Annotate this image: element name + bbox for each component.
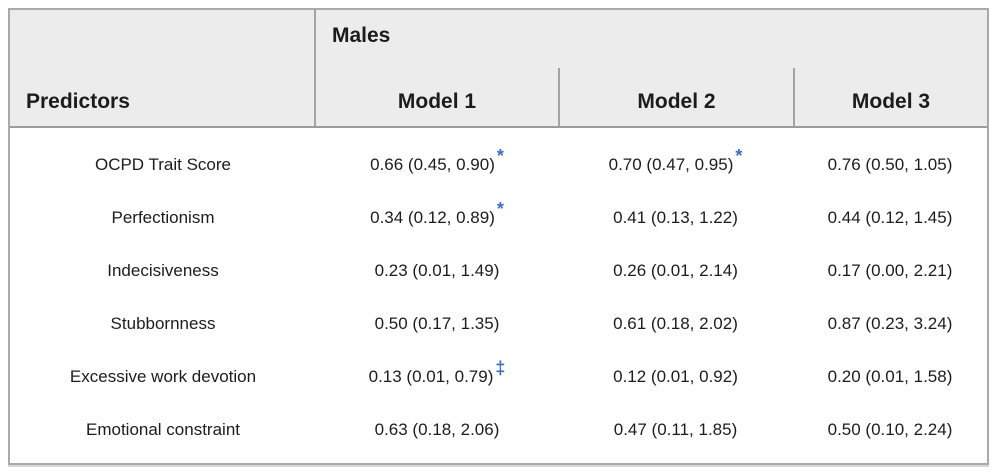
estimate-value: 0.50 (0.10, 2.24) [827,419,953,439]
predictor-label: Indecisiveness [107,260,219,280]
value-cell: 0.20 (0.01, 1.58) [793,367,987,387]
estimate-value: 0.44 (0.12, 1.45) [827,207,953,227]
value-cell: 0.50 (0.10, 2.24) [793,420,987,440]
model-1-header-label: Model 1 [397,90,477,113]
value-cell: 0.34 (0.12, 0.89) * [316,199,558,228]
predictor-label: Perfectionism [111,207,215,227]
results-table: Predictors Males Model 1 Model 2 Model 3… [8,8,989,465]
estimate-value: 0.17 (0.00, 2.21) [827,260,953,280]
estimate-value: 0.20 (0.01, 1.58) [827,366,953,386]
estimate-value: 0.47 (0.11, 1.85) [613,419,738,439]
value-cell: 0.61 (0.18, 2.02) [558,314,793,334]
estimate-value: 0.50 (0.17, 1.35) [374,313,500,333]
significance-marker: * [496,199,504,219]
value-cell: 0.76 (0.50, 1.05) [793,155,987,175]
estimate-value: 0.87 (0.23, 3.24) [827,313,953,333]
predictor-label: Emotional constraint [85,419,241,439]
estimate-value: 0.23 (0.01, 1.49) [374,260,500,280]
value-cell: 0.12 (0.01, 0.92) [558,367,793,387]
value-cell: 0.66 (0.45, 0.90) * [316,146,558,175]
value-cell: 0.87 (0.23, 3.24) [793,314,987,334]
model-3-header: Model 3 [793,68,987,126]
estimate-value: 0.70 (0.47, 0.95) [608,154,734,174]
value-cell: 0.23 (0.01, 1.49) [316,261,558,281]
model-2-header-label: Model 2 [637,90,716,113]
table-row: Perfectionism 0.34 (0.12, 0.89) * 0.41 (0… [10,191,987,244]
table-row: Indecisiveness 0.23 (0.01, 1.49) 0.26 (0… [10,244,987,297]
estimate-value: 0.41 (0.13, 1.22) [613,207,738,227]
estimate-value: 0.26 (0.01, 2.14) [613,260,738,280]
significance-marker: * [735,146,743,166]
value-cell: 0.41 (0.13, 1.22) [558,208,793,228]
value-cell: 0.17 (0.00, 2.21) [793,261,987,281]
males-group-label: Males [332,24,391,47]
value-cell: 0.63 (0.18, 2.06) [316,420,558,440]
estimate-value: 0.61 (0.18, 2.02) [613,313,738,333]
table-row: OCPD Trait Score 0.66 (0.45, 0.90) * 0.70… [10,138,987,191]
model-2-header: Model 2 [558,68,793,126]
model-headers-row: Model 1 Model 2 Model 3 [316,68,987,126]
estimate-value: 0.34 (0.12, 0.89) [370,207,495,227]
males-header-section: Males Model 1 Model 2 Model 3 [316,10,987,126]
value-cell: 0.47 (0.11, 1.85) [558,420,793,440]
value-cell: 0.13 (0.01, 0.79) ‡ [316,358,558,387]
estimate-value: 0.63 (0.18, 2.06) [374,419,500,439]
estimate-value: 0.76 (0.50, 1.05) [827,154,953,174]
value-cell: 0.44 (0.12, 1.45) [793,208,987,228]
value-cell: 0.26 (0.01, 2.14) [558,261,793,281]
value-cell: 0.70 (0.47, 0.95) * [558,146,793,175]
predictor-label: Excessive work devotion [69,366,257,386]
table-header: Predictors Males Model 1 Model 2 Model 3 [10,10,987,128]
estimate-value: 0.13 (0.01, 0.79) [368,366,494,386]
predictors-header-label: Predictors [26,90,130,113]
table-row: Stubbornness 0.50 (0.17, 1.35) 0.61 (0.1… [10,297,987,350]
table-row: Excessive work devotion 0.13 (0.01, 0.79… [10,350,987,403]
significance-marker: * [496,146,504,166]
table-body: OCPD Trait Score 0.66 (0.45, 0.90) * 0.70… [10,128,987,456]
predictors-header-cell: Predictors [10,10,316,126]
predictor-label: Stubbornness [110,313,216,333]
model-1-header: Model 1 [316,68,558,126]
table-row: Emotional constraint 0.63 (0.18, 2.06) 0… [10,403,987,456]
estimate-value: 0.12 (0.01, 0.92) [613,366,738,386]
predictor-label: OCPD Trait Score [94,154,232,174]
value-cell: 0.50 (0.17, 1.35) [316,314,558,334]
significance-marker: ‡ [495,358,506,378]
model-3-header-label: Model 3 [851,90,931,113]
estimate-value: 0.66 (0.45, 0.90) [370,154,495,174]
